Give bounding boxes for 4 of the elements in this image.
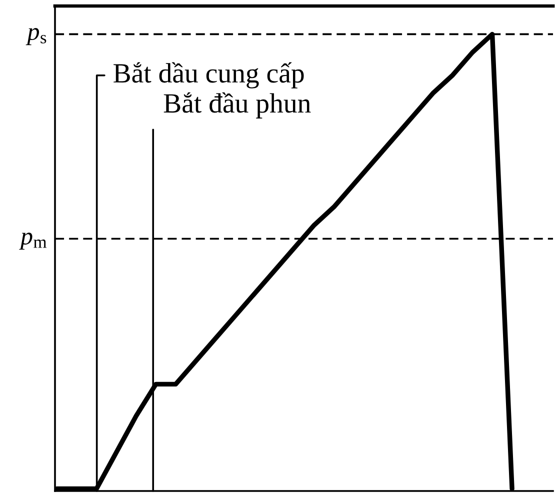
annotation: Bắt đầu phun [164,92,311,118]
ref-line-label: p$_{m}$ [19,232,47,250]
annotation: Bắt dầu cung cấp [114,62,304,88]
ref-line-label: p$_{s}$ [26,28,46,46]
